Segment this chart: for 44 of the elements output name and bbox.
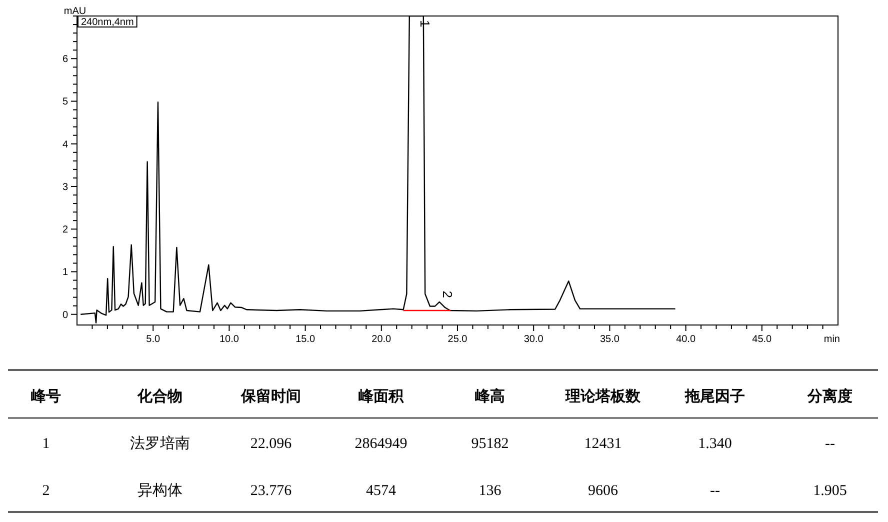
y-tick-label: 5 <box>62 96 68 108</box>
text: 理论塔板数 <box>564 388 642 405</box>
text: 1 <box>42 436 50 452</box>
text: 12431 <box>584 436 622 452</box>
text: 2 <box>42 483 50 499</box>
text: 异构体 <box>138 482 182 499</box>
annotation: 2 <box>440 290 456 298</box>
annotation: 240nm,4nm <box>81 17 134 28</box>
text: 峰面积 <box>358 388 404 405</box>
text: 23.776 <box>250 483 292 499</box>
y-tick-label: 6 <box>62 54 68 66</box>
x-tick-label: 25.0 <box>448 334 468 345</box>
text: 1.905 <box>813 483 847 499</box>
x-tick-label: 45.0 <box>752 334 772 345</box>
x-tick-label: 5.0 <box>146 334 160 345</box>
text: 保留时间 <box>240 388 301 405</box>
x-tick-label: 15.0 <box>296 334 316 345</box>
y-tick-label: 0 <box>62 310 68 321</box>
text: 95182 <box>471 436 509 452</box>
text: 峰高 <box>475 387 505 405</box>
x-tick-label: 35.0 <box>600 334 620 345</box>
text: 22.096 <box>250 436 292 452</box>
text: 峰号 <box>31 388 61 405</box>
x-tick-label: 40.0 <box>676 334 696 345</box>
text: 分离度 <box>806 387 852 405</box>
y-tick-label: 3 <box>62 182 68 193</box>
x-axis-title: min <box>824 334 840 345</box>
y-tick-label: 2 <box>62 224 68 236</box>
text: 9606 <box>588 483 618 499</box>
text: 拖尾因子 <box>684 388 745 405</box>
y-axis-title: mAU <box>64 6 86 17</box>
text: 136 <box>478 483 502 499</box>
x-tick-label: 20.0 <box>372 334 392 345</box>
text: 4574 <box>366 483 396 499</box>
y-tick-label: 4 <box>62 139 68 150</box>
x-tick-label: 30.0 <box>524 334 544 345</box>
y-tick-label: 1 <box>62 267 68 278</box>
x-tick-label: 10.0 <box>219 334 240 345</box>
text: 2864949 <box>354 436 408 452</box>
text: 法罗培南 <box>130 435 190 452</box>
text: -- <box>825 436 835 452</box>
text: 化合物 <box>136 388 182 405</box>
text: -- <box>710 483 720 499</box>
text: 1.340 <box>698 436 732 452</box>
